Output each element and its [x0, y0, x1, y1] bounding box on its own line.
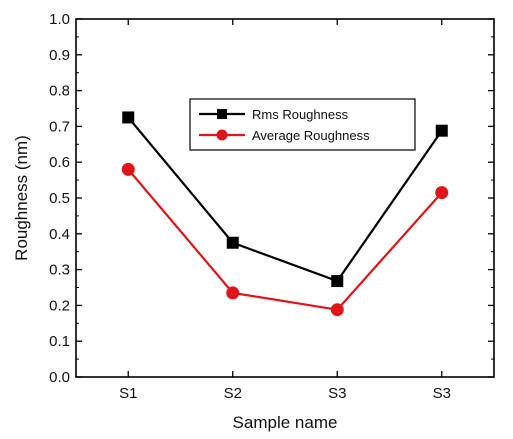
rms-roughness-point — [226, 236, 239, 249]
rms-roughness-line — [127, 116, 443, 283]
x-tick-label: S3 — [328, 385, 346, 402]
y-tick-label: 0.1 — [49, 333, 70, 350]
legend-marker-average-roughness — [216, 129, 228, 141]
legend-box — [189, 98, 416, 151]
x-axis-title: Sample name — [233, 413, 338, 432]
average-roughness-point — [226, 286, 240, 300]
y-tick-label: 0.3 — [49, 262, 70, 279]
axes-layer: 0.0 0.1 0.2 0.3 0.4 0.5 0.6 0.7 0.8 0.9 1.0 S1 S2 S3 S… — [49, 11, 495, 402]
legend-label-rms-roughness: Rms Roughness — [252, 107, 349, 122]
rms-roughness-point — [122, 111, 135, 124]
y-tick-label: 0.4 — [49, 226, 70, 243]
y-axis-title: Roughness (nm) — [12, 135, 31, 261]
average-roughness-point — [435, 186, 449, 200]
y-tick-label: 0.2 — [49, 297, 70, 314]
x-tick-label: S2 — [224, 385, 242, 402]
y-tick-label: 0.6 — [49, 154, 70, 171]
y-tick-label: 0.0 — [49, 369, 70, 386]
y-tick-label: 0.7 — [49, 118, 70, 135]
legend-label-average-roughness: Average Roughness — [252, 128, 370, 143]
legend-marker-rms-roughness — [217, 109, 227, 119]
legend: Rms Roughness Average Roughness — [189, 98, 416, 151]
average-roughness-point — [121, 162, 135, 176]
y-tick-label: 1.0 — [49, 11, 70, 28]
rms-roughness-point — [435, 124, 448, 137]
x-tick-label: S1 — [119, 385, 137, 402]
y-tick-label: 0.9 — [49, 47, 70, 64]
y-tick-label: 0.8 — [49, 83, 70, 100]
average-roughness-line — [127, 168, 443, 311]
plot-frame — [75, 18, 495, 378]
x-tick-label: S3 — [433, 385, 451, 402]
y-tick-label: 0.5 — [49, 190, 70, 207]
rms-roughness-point — [331, 275, 344, 288]
average-roughness-point — [330, 303, 344, 317]
series-layer — [121, 111, 449, 317]
